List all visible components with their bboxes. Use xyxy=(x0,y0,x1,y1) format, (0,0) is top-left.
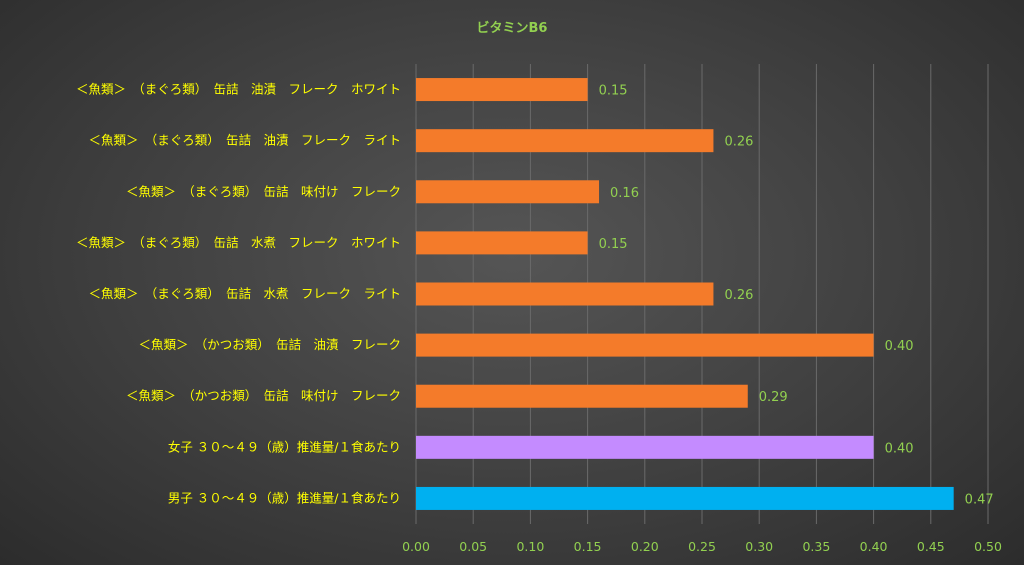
bars xyxy=(416,78,954,510)
x-tick-label: 0.05 xyxy=(459,539,487,554)
bar xyxy=(416,180,600,204)
category-label: ＜魚類＞ （まぐろ類） 缶詰 水煮 フレーク ライト xyxy=(88,286,401,301)
value-labels: 0.15 0.26 0.16 0.15 0.26 0.40 0.29 0.40 0.47 xyxy=(599,84,994,508)
x-tick-label: 0.50 xyxy=(974,539,1002,554)
data-label: 0.16 xyxy=(610,186,639,201)
bar xyxy=(416,384,748,408)
bar xyxy=(416,435,874,459)
data-label: 0.15 xyxy=(599,237,628,252)
x-axis-ticks: 0.00 0.05 0.10 0.15 0.20 0.25 0.30 0.35 0.40 0.45… xyxy=(402,539,1002,554)
bar xyxy=(416,231,588,255)
data-label: 0.29 xyxy=(759,390,788,405)
bar xyxy=(416,333,874,357)
x-tick-label: 0.35 xyxy=(802,539,830,554)
x-tick-label: 0.40 xyxy=(860,539,888,554)
x-tick-label: 0.15 xyxy=(574,539,602,554)
category-label: ＜魚類＞ （かつお類） 缶詰 油漬 フレーク xyxy=(138,337,401,352)
data-label: 0.15 xyxy=(599,84,628,99)
x-tick-label: 0.10 xyxy=(516,539,544,554)
data-label: 0.26 xyxy=(724,135,753,150)
data-label: 0.40 xyxy=(885,441,914,456)
data-label: 0.40 xyxy=(885,339,914,354)
category-label: ＜魚類＞ （まぐろ類） 缶詰 水煮 フレーク ホワイト xyxy=(76,235,401,250)
category-labels: ＜魚類＞ （まぐろ類） 缶詰 油漬 フレーク ホワイト ＜魚類＞ （まぐろ類） 缶… xyxy=(76,82,401,506)
category-label: ＜魚類＞ （まぐろ類） 缶詰 油漬 フレーク ホワイト xyxy=(76,82,401,97)
category-label: ＜魚類＞ （かつお類） 缶詰 味付け フレーク xyxy=(126,388,401,403)
category-label: ＜魚類＞ （まぐろ類） 缶詰 味付け フレーク xyxy=(126,184,401,199)
x-tick-label: 0.25 xyxy=(688,539,716,554)
x-tick-label: 0.30 xyxy=(745,539,773,554)
bar xyxy=(416,129,714,153)
x-tick-label: 0.45 xyxy=(917,539,945,554)
data-label: 0.47 xyxy=(965,492,994,507)
data-label: 0.26 xyxy=(724,288,753,303)
x-tick-label: 0.20 xyxy=(631,539,659,554)
category-label: ＜魚類＞ （まぐろ類） 缶詰 油漬 フレーク ライト xyxy=(88,133,401,148)
category-label: 女子 ３０～４９（歳）推進量/１食あたり xyxy=(168,439,401,454)
bar xyxy=(416,78,588,102)
category-label: 男子 ３０～４９（歳）推進量/１食あたり xyxy=(168,490,401,505)
chart-title: ビタミンB6 xyxy=(477,20,548,36)
bar xyxy=(416,282,714,306)
x-tick-label: 0.00 xyxy=(402,539,430,554)
bar xyxy=(416,486,954,510)
